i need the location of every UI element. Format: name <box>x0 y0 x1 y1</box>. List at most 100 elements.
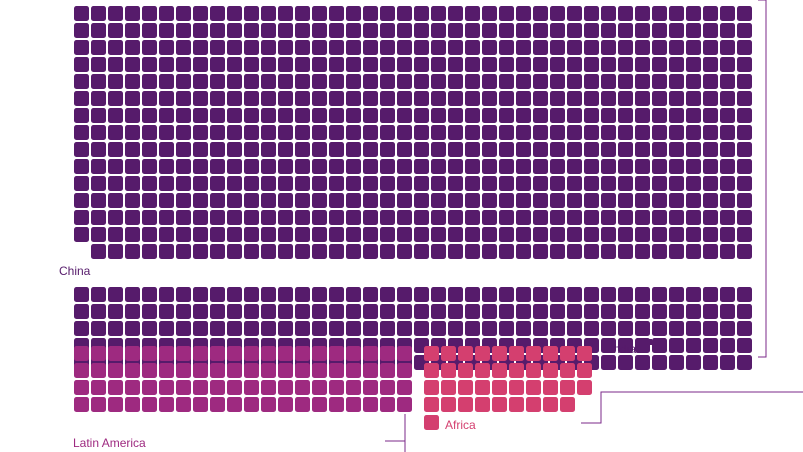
china-square <box>635 227 650 242</box>
china-square <box>431 193 446 208</box>
china-square <box>499 227 514 242</box>
china-square <box>108 23 123 38</box>
china-square <box>482 57 497 72</box>
china-square <box>210 244 225 259</box>
china-square <box>618 40 633 55</box>
china-square <box>652 159 667 174</box>
china-square <box>193 142 208 157</box>
china-square <box>261 227 276 242</box>
china-square <box>142 142 157 157</box>
latin-america-square <box>210 346 225 361</box>
china-square <box>686 74 701 89</box>
china-square <box>397 108 412 123</box>
africa-square <box>475 363 490 378</box>
china-square <box>533 210 548 225</box>
china-square <box>533 193 548 208</box>
china-square <box>499 159 514 174</box>
africa-square <box>492 363 507 378</box>
china-square <box>227 6 242 21</box>
china-square <box>176 159 191 174</box>
china-square <box>397 6 412 21</box>
latin-america-square <box>244 380 259 395</box>
latin-america-square <box>397 346 412 361</box>
china-square <box>431 125 446 140</box>
china-square <box>346 193 361 208</box>
china-square <box>618 159 633 174</box>
latin-america-square <box>91 346 106 361</box>
china-square <box>516 125 531 140</box>
latin-america-square <box>329 346 344 361</box>
china-square <box>601 91 616 106</box>
latin-america-square <box>227 397 242 412</box>
china-square <box>329 57 344 72</box>
china-square <box>448 108 463 123</box>
china-square <box>465 159 480 174</box>
china-square <box>737 142 752 157</box>
china-square <box>618 244 633 259</box>
latin-america-square <box>227 346 242 361</box>
china-square <box>176 23 191 38</box>
india-square <box>720 287 735 302</box>
china-square <box>669 227 684 242</box>
china-square <box>652 6 667 21</box>
india-square <box>550 304 565 319</box>
china-square <box>703 159 718 174</box>
latin-america-square <box>125 380 140 395</box>
china-square <box>652 74 667 89</box>
china-square <box>91 108 106 123</box>
china-square <box>703 125 718 140</box>
china-square <box>91 40 106 55</box>
china-square <box>686 244 701 259</box>
china-square <box>193 91 208 106</box>
china-square <box>312 91 327 106</box>
china-square <box>210 108 225 123</box>
china-square <box>244 108 259 123</box>
china-square <box>91 159 106 174</box>
africa-square <box>560 397 575 412</box>
china-square <box>295 159 310 174</box>
china-square <box>329 244 344 259</box>
india-square <box>431 321 446 336</box>
china-square <box>363 23 378 38</box>
china-square <box>669 108 684 123</box>
china-square <box>346 227 361 242</box>
india-square <box>91 304 106 319</box>
china-square <box>720 23 735 38</box>
china-square <box>601 210 616 225</box>
china-square <box>329 125 344 140</box>
china-square <box>363 176 378 191</box>
china-square <box>363 193 378 208</box>
india-square <box>601 338 616 353</box>
china-square <box>431 6 446 21</box>
india-square <box>720 355 735 370</box>
china-square <box>550 244 565 259</box>
china-square <box>652 108 667 123</box>
china-square <box>329 159 344 174</box>
china-square <box>720 176 735 191</box>
china-square <box>363 108 378 123</box>
india-square <box>380 287 395 302</box>
china-square <box>652 176 667 191</box>
china-square <box>295 74 310 89</box>
china-square <box>108 210 123 225</box>
china-square <box>74 176 89 191</box>
china-square <box>74 193 89 208</box>
china-square <box>295 142 310 157</box>
china-square <box>159 125 174 140</box>
china-square <box>550 176 565 191</box>
china-square <box>584 40 599 55</box>
china-square <box>431 108 446 123</box>
latin-america-square <box>193 397 208 412</box>
china-square <box>652 91 667 106</box>
china-square <box>720 193 735 208</box>
china-square <box>431 227 446 242</box>
china-square <box>74 142 89 157</box>
india-square <box>686 355 701 370</box>
india-square <box>295 287 310 302</box>
china-square <box>618 6 633 21</box>
china-square <box>618 142 633 157</box>
china-square <box>295 108 310 123</box>
africa-square <box>458 380 473 395</box>
china-square <box>720 57 735 72</box>
china-square <box>142 108 157 123</box>
